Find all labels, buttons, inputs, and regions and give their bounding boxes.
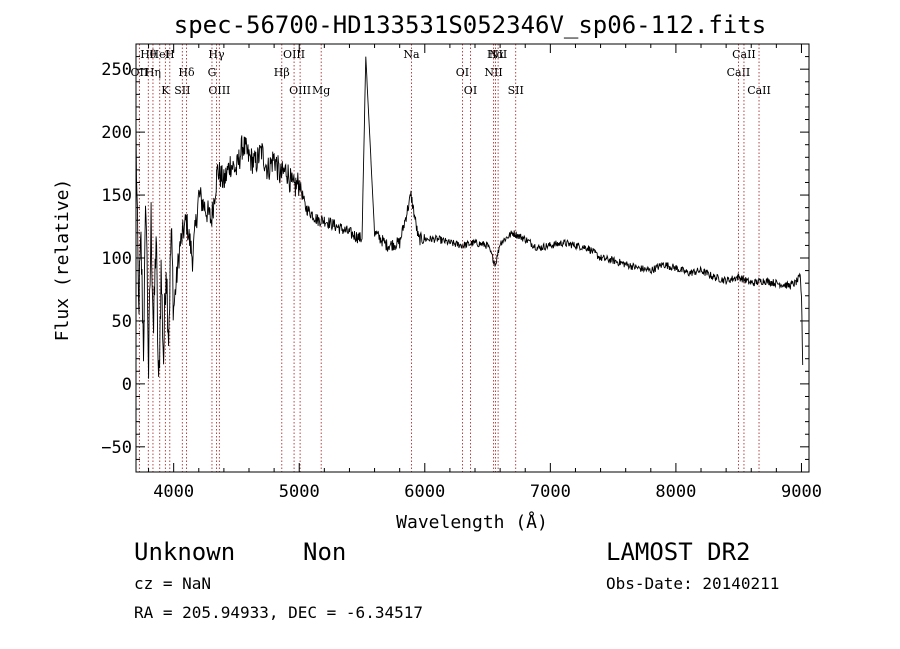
line-label: CaII: [747, 84, 771, 97]
chart-title: spec-56700-HD133531S052346V_sp06-112.fit…: [174, 11, 766, 39]
y-tick-label: 50: [112, 312, 132, 332]
x-tick-label: 8000: [655, 482, 696, 502]
line-label: HeI: [150, 48, 170, 61]
line-label: G: [208, 66, 217, 79]
y-tick-label: 150: [101, 186, 132, 206]
x-tick-label: 6000: [404, 482, 445, 502]
line-label: CaII: [727, 66, 751, 79]
y-tick-label: 0: [122, 375, 132, 395]
y-tick-label: 100: [101, 249, 132, 269]
observation-date: Obs-Date: 20140211: [606, 574, 780, 593]
line-label: OIII: [283, 48, 305, 61]
x-tick-label: 7000: [530, 482, 571, 502]
line-label: H: [165, 48, 175, 61]
spectrum-series: [135, 56, 804, 379]
line-label: CaII: [732, 48, 756, 61]
object-subclass: Non: [303, 538, 347, 566]
line-label: NII: [484, 66, 502, 79]
plot-frame: [135, 43, 810, 473]
y-tick-label: −50: [101, 438, 132, 458]
line-label: Na: [403, 48, 420, 61]
line-label: NII: [489, 48, 507, 61]
x-axis-label: Wavelength (Å): [396, 511, 548, 533]
line-label: Hη: [145, 66, 161, 79]
y-axis-label: Flux (relative): [52, 179, 73, 342]
line-label: OI: [456, 66, 469, 79]
x-tick-label: 9000: [781, 482, 822, 502]
line-label: Hδ: [178, 66, 195, 79]
coordinates: RA = 205.94933, DEC = -6.34517: [134, 603, 423, 622]
line-label: OIII: [289, 84, 311, 97]
x-tick-label: 5000: [279, 482, 320, 502]
line-label: OIII: [208, 84, 230, 97]
object-class: Unknown: [134, 538, 236, 566]
line-label: Mg: [312, 84, 330, 97]
y-tick-label: 200: [101, 123, 132, 143]
line-label: K: [161, 84, 170, 97]
survey-name: LAMOST DR2: [606, 538, 751, 566]
line-label: Hβ: [274, 66, 290, 79]
spectrum-line: [135, 56, 804, 379]
axes: 4000 5000 6000 7000 8000 9000 −50 0 50 100 150 200 2…: [101, 44, 822, 502]
line-label: Hγ: [208, 48, 225, 61]
line-label: SII: [508, 84, 524, 97]
line-label: OI: [464, 84, 477, 97]
y-tick-label: 250: [101, 60, 132, 80]
spectral-line-markers: HθOIIKHeIHηSIIHHδOIIIHγGOIIIOIIIHβMgNaOI…: [131, 44, 771, 472]
line-label: Hα: [487, 48, 505, 61]
redshift-value: cz = NaN: [134, 574, 212, 593]
x-tick-label: 4000: [153, 482, 194, 502]
line-label: SII: [174, 84, 190, 97]
